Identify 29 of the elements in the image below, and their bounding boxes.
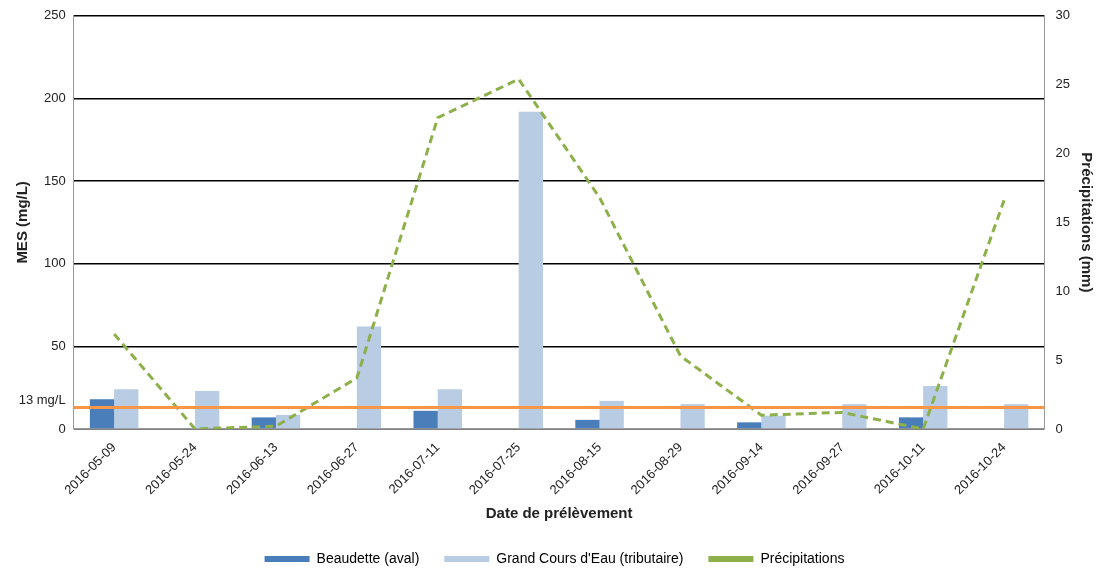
line-series (112, 77, 1006, 429)
bar (413, 410, 438, 429)
x-axis-title: Date de prélèvement (485, 504, 633, 522)
y-tick-label: 250 (43, 7, 66, 23)
y-tick-label: 0 (58, 420, 66, 436)
bar (575, 419, 600, 429)
y-tick-label: 150 (43, 172, 66, 188)
y2-tick-label: 15 (1055, 213, 1071, 229)
legend-label: Précipitations (760, 549, 845, 566)
y-tick-label: 50 (51, 337, 66, 353)
y2-tick-label: 5 (1055, 351, 1063, 367)
bar (761, 415, 786, 429)
bar (437, 389, 463, 429)
y2-tick-label: 20 (1055, 145, 1071, 161)
bar (518, 111, 543, 429)
y2-tick-label: 30 (1055, 7, 1071, 23)
bar (114, 389, 139, 429)
y2-tick-label: 25 (1055, 76, 1071, 92)
y2-axis-title: Précipitations (mm) (1078, 152, 1096, 293)
legend-label: Beaudette (aval) (316, 549, 420, 566)
bar (356, 326, 382, 429)
y-tick-label: 200 (43, 90, 66, 106)
y2-tick-label: 10 (1055, 282, 1071, 298)
bar (737, 422, 762, 429)
y2-tick-label: 0 (1055, 420, 1063, 436)
y-axis-title: MES (mg/L) (13, 181, 31, 264)
ref-line-label: 13 mg/L (18, 391, 66, 407)
y-tick-label: 100 (43, 255, 66, 271)
legend-label: Grand Cours d'Eau (tributaire) (496, 549, 684, 566)
